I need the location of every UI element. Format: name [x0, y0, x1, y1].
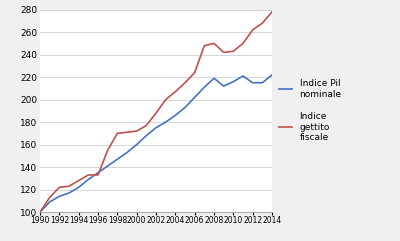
- Legend: Indice Pil
nominale, Indice
gettito
fiscale: Indice Pil nominale, Indice gettito fisc…: [279, 80, 342, 142]
